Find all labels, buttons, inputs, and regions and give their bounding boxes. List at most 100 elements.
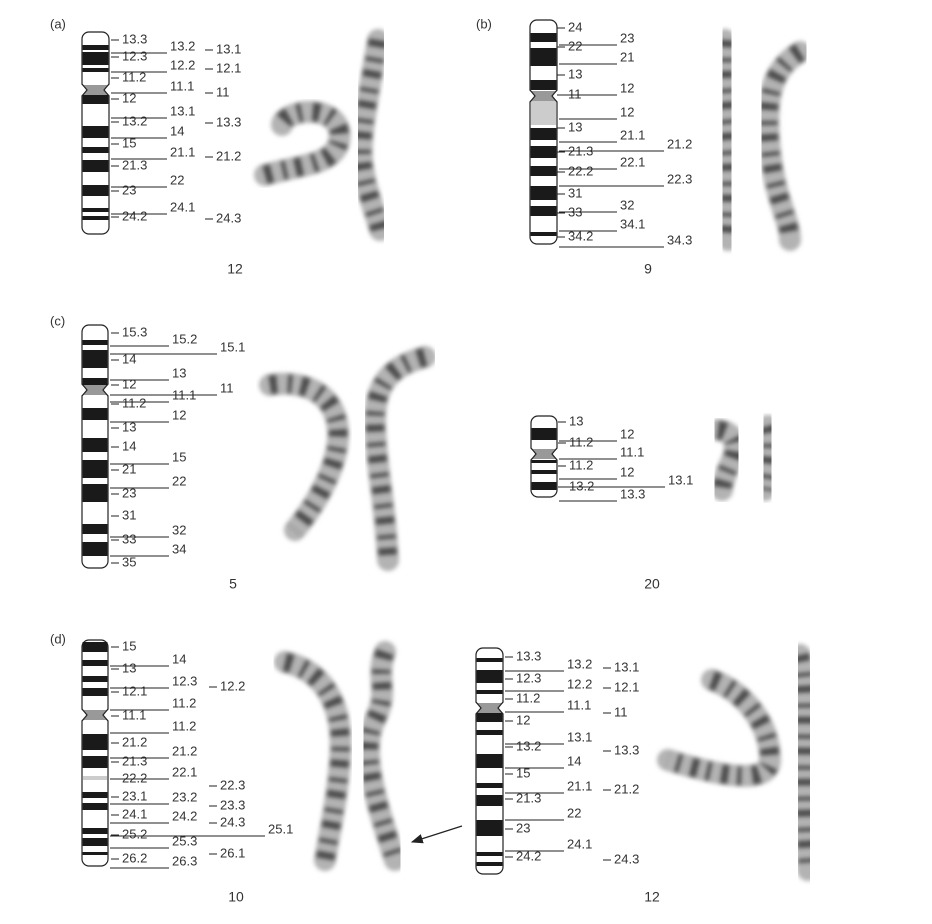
centromere	[476, 703, 503, 713]
centromere	[531, 449, 557, 459]
band	[82, 438, 108, 452]
panel-label: (c)	[50, 313, 65, 328]
band	[82, 803, 108, 810]
band	[82, 160, 109, 172]
band-label: 15.1	[220, 339, 245, 354]
band-label: 12	[122, 90, 136, 105]
band-label: 34.1	[620, 216, 645, 231]
band	[82, 52, 109, 65]
chromatid	[757, 41, 811, 251]
chromatid-bands	[352, 38, 389, 233]
band-label: 21.1	[620, 127, 645, 142]
band-label: 25.2	[122, 826, 147, 841]
band-label: 24.1	[567, 836, 592, 851]
band	[531, 428, 557, 440]
band-label: 11.2	[122, 395, 146, 410]
band	[530, 48, 557, 66]
band-label: 13	[122, 660, 136, 675]
band-label: 21.1	[170, 144, 195, 159]
band-label: 22	[568, 38, 582, 53]
band-label: 23	[516, 820, 530, 835]
band	[530, 80, 557, 90]
band-label: 12	[172, 407, 186, 422]
chromosome-number: 12	[227, 261, 243, 277]
band-label: 13.3	[122, 31, 147, 46]
band-label: 23.1	[122, 788, 147, 803]
band-label: 24.2	[516, 848, 541, 863]
centromere-edge	[81, 383, 109, 397]
band-label: 24.2	[172, 808, 197, 823]
chromosome-number: 9	[644, 261, 652, 277]
band-label: 14	[567, 753, 581, 768]
band-label: 11	[216, 84, 230, 99]
arrow	[410, 825, 463, 844]
band-label: 26.1	[220, 845, 245, 860]
band	[82, 852, 108, 855]
band-label: 22.2	[568, 163, 593, 178]
band	[82, 838, 108, 846]
band	[530, 232, 557, 236]
band	[82, 756, 108, 768]
chromatid-bands	[756, 423, 780, 492]
band-label: 11.1	[567, 697, 591, 712]
band-label: 21	[620, 49, 634, 64]
band-label: 13.3	[614, 742, 639, 757]
band	[530, 128, 557, 140]
band-label: 12.2	[170, 57, 195, 72]
band-label: 13.1	[567, 729, 592, 744]
band	[531, 460, 557, 463]
band-label: 35	[122, 554, 136, 569]
band	[82, 734, 108, 750]
chromatid	[657, 669, 782, 787]
band-label: 33	[122, 531, 136, 546]
band	[531, 470, 557, 474]
band-label: 11.2	[172, 695, 196, 710]
band-label: 24.3	[614, 851, 639, 866]
band-label: 12	[516, 712, 530, 727]
band-label: 22.3	[220, 777, 245, 792]
band	[82, 688, 108, 696]
centromere-edge	[81, 708, 109, 722]
band-label: 14	[172, 651, 186, 666]
band	[82, 94, 109, 104]
band-label: 25.3	[172, 833, 197, 848]
centromere-edge	[529, 89, 558, 103]
chromatid	[363, 346, 436, 571]
band-label: 12.3	[172, 673, 197, 688]
band-label: 21.2	[614, 781, 639, 796]
band	[476, 712, 503, 722]
band-label: 22.3	[667, 171, 692, 186]
band-label: 12.3	[122, 48, 147, 63]
band-label: 24.3	[216, 210, 241, 225]
band-label: 22.1	[620, 154, 645, 169]
band-label: 31	[122, 507, 136, 522]
band	[82, 350, 108, 368]
band-label: 22	[170, 172, 184, 187]
band-label: 21.2	[122, 734, 147, 749]
band	[82, 126, 109, 138]
band-label: 11.2	[122, 69, 146, 84]
band-label: 24.3	[220, 814, 245, 829]
band-label: 12.2	[567, 676, 592, 691]
band-label: 12.3	[516, 670, 541, 685]
band-label: 13.2	[567, 656, 592, 671]
band-label: 11.1	[620, 444, 644, 459]
band	[82, 484, 108, 502]
band-label: 11.2	[516, 690, 540, 705]
band	[82, 792, 108, 798]
band-label: 11	[568, 86, 582, 101]
band	[530, 33, 557, 42]
band-label: 23.2	[172, 789, 197, 804]
band-label: 11.1	[122, 707, 146, 722]
chromatid	[254, 100, 351, 186]
band	[82, 828, 108, 834]
band-label: 13.1	[216, 41, 241, 56]
band-label: 11	[614, 704, 628, 719]
band	[82, 147, 109, 153]
band-label: 23	[620, 30, 634, 45]
band-label: 13.3	[516, 648, 541, 663]
band	[82, 185, 109, 196]
band-label: 11	[220, 380, 234, 395]
band-label: 13.1	[614, 659, 639, 674]
band-label: 24.1	[170, 199, 195, 214]
